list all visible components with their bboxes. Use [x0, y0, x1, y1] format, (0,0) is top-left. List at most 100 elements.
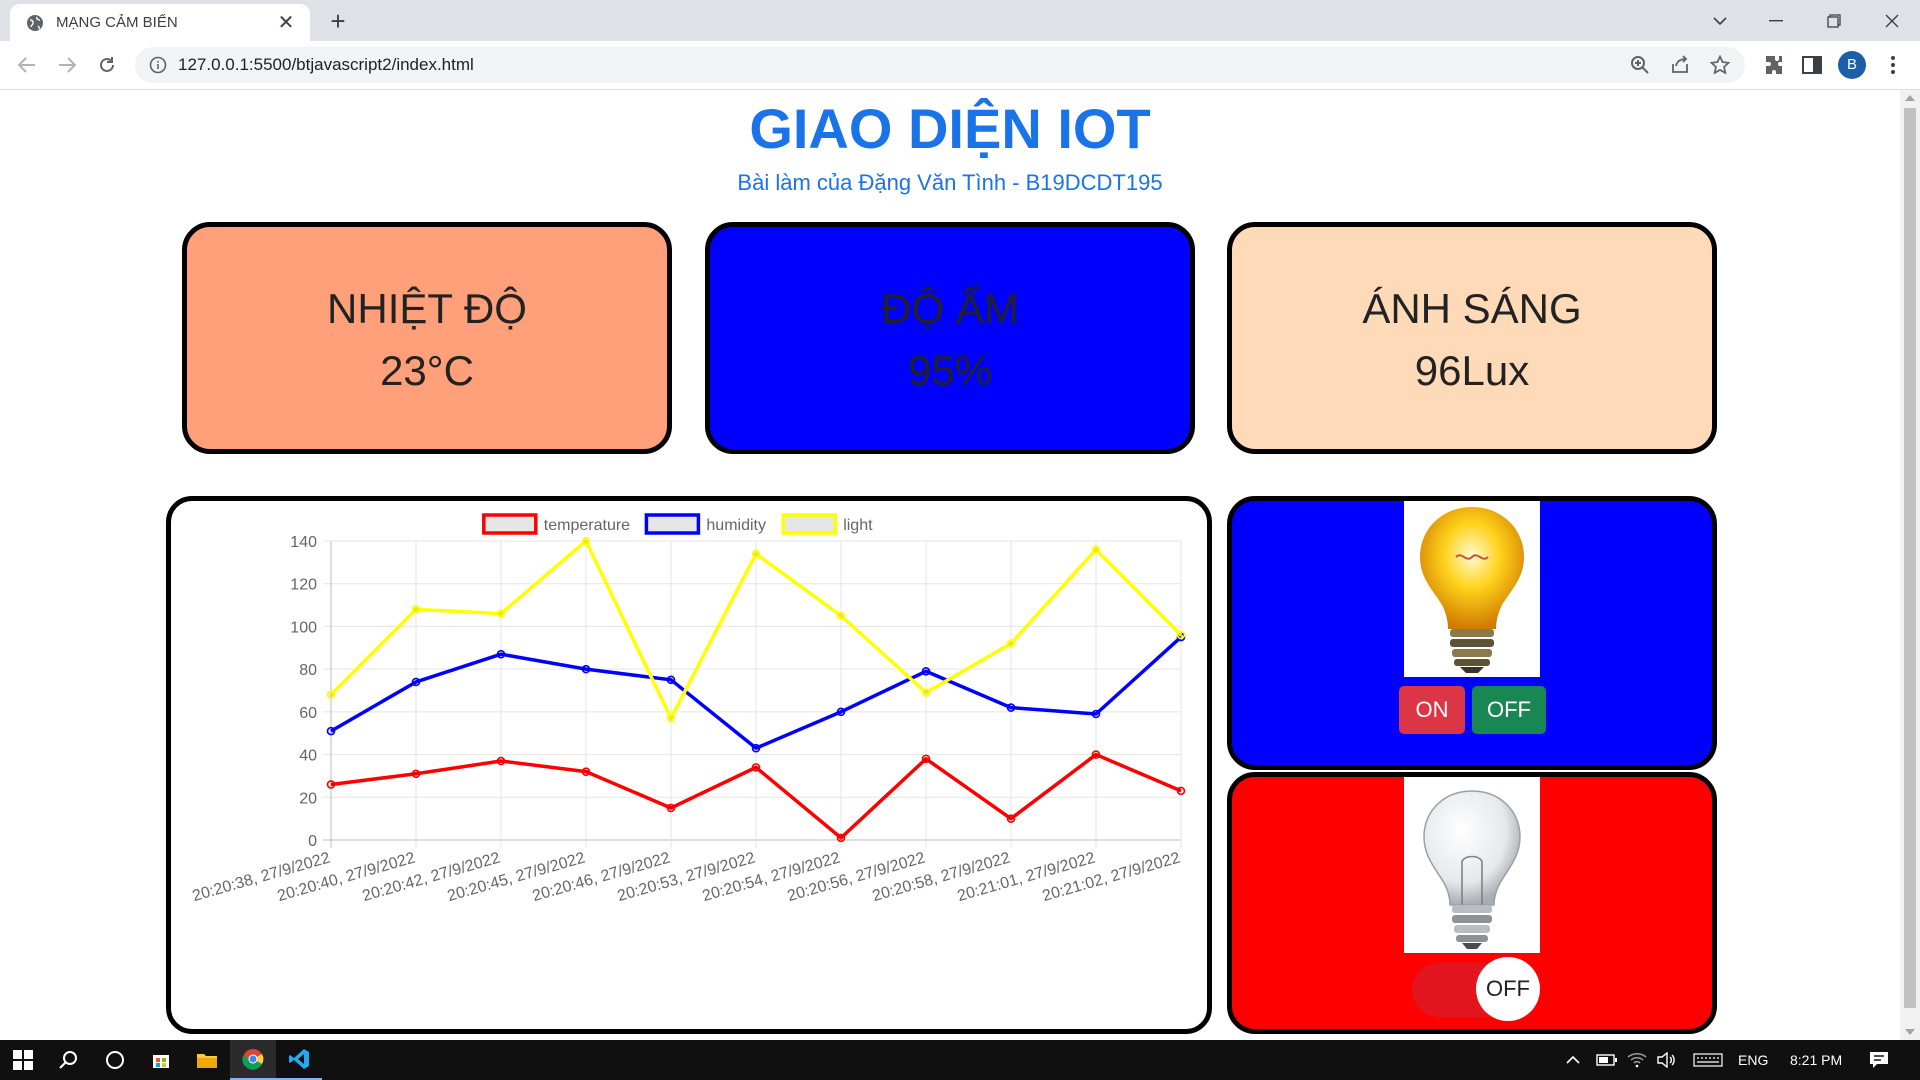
volume-icon[interactable] — [1654, 1040, 1680, 1080]
restore-button[interactable] — [1806, 0, 1862, 41]
close-tab-icon[interactable]: ✕ — [277, 12, 295, 34]
keyboard-icon[interactable] — [1688, 1040, 1728, 1080]
profile-avatar[interactable]: B — [1838, 51, 1866, 79]
y-tick-label: 60 — [299, 705, 317, 722]
globe-icon — [27, 14, 43, 31]
humidity-series-line — [330, 635, 1183, 750]
humidity-data-point — [1006, 703, 1016, 712]
task-view-icon[interactable] — [92, 1040, 138, 1080]
humidity-data-point — [496, 649, 506, 659]
language-indicator[interactable]: ENG — [1738, 1052, 1769, 1068]
chrome-taskbar-icon[interactable] — [230, 1040, 276, 1080]
new-tab-button[interactable]: + — [330, 6, 346, 36]
humidity-data-point — [836, 707, 846, 717]
light-label: ÁNH SÁNG — [1362, 285, 1582, 332]
lamp1-off-button[interactable]: OFF — [1472, 686, 1546, 734]
scroll-thumb[interactable] — [1904, 108, 1916, 1008]
humidity-legend-swatch — [644, 513, 701, 535]
share-icon[interactable] — [1670, 55, 1690, 75]
humidity-data-point — [666, 675, 676, 685]
tab-title: MẠNG CẢM BIẾN — [56, 14, 178, 31]
temperature-series-line — [330, 752, 1182, 840]
address-bar[interactable]: 127.0.0.1:5500/btjavascript2/index.html — [135, 47, 1745, 83]
temperature-data-point — [921, 754, 931, 764]
bookmark-star-icon[interactable] — [1710, 55, 1730, 75]
light-data-point — [326, 690, 336, 700]
light-data-point — [921, 688, 931, 697]
humidity-data-point — [581, 664, 591, 674]
light-series-line — [329, 539, 1183, 721]
temperature-legend-swatch — [482, 513, 538, 535]
temperature-label: NHIỆT ĐỘ — [327, 285, 527, 332]
back-button[interactable] — [13, 51, 41, 79]
store-icon[interactable] — [138, 1040, 184, 1080]
page-subtitle: Bài làm của Đặng Văn Tình - B19DCDT195 — [737, 170, 1163, 195]
lamp1-panel: ON OFF — [1227, 496, 1717, 770]
temperature-data-point — [411, 769, 421, 779]
light-legend-swatch — [781, 513, 837, 535]
temperature-data-point — [1006, 814, 1016, 823]
wifi-icon[interactable] — [1624, 1040, 1650, 1080]
light-data-point — [1176, 630, 1186, 640]
url-text: 127.0.0.1:5500/btjavascript2/index.html — [178, 55, 474, 74]
kebab-menu-icon[interactable] — [1881, 53, 1905, 77]
light-legend-label: light — [843, 517, 873, 534]
temperature-legend-label: temperature — [544, 517, 630, 534]
vscode-taskbar-icon[interactable] — [276, 1040, 322, 1080]
light-data-point — [581, 536, 591, 546]
zoom-icon[interactable] — [1630, 55, 1650, 75]
y-tick-label: 140 — [290, 534, 317, 551]
x-tick-label: 20:20:38, 27/9/2022 — [191, 849, 333, 905]
humidity-label: ĐỘ ẨM — [881, 285, 1019, 332]
lamp2-toggle-knob[interactable]: OFF — [1476, 957, 1540, 1021]
extensions-icon[interactable] — [1762, 53, 1786, 77]
search-icon[interactable] — [46, 1040, 92, 1080]
reload-button[interactable] — [93, 51, 121, 79]
windows-taskbar: ENG 8:21 PM — [0, 1040, 1920, 1080]
lamp2-bulb-frame — [1404, 777, 1540, 953]
temperature-data-point — [1091, 750, 1101, 759]
temperature-data-point — [1176, 786, 1186, 796]
y-tick-label: 20 — [299, 790, 317, 807]
humidity-data-point — [1091, 709, 1101, 719]
temperature-value: 23°C — [380, 347, 474, 394]
light-value: 96Lux — [1414, 347, 1530, 394]
lamp1-bulb-frame — [1404, 501, 1540, 677]
file-explorer-icon[interactable] — [184, 1040, 230, 1080]
page-scrollbar[interactable] — [1900, 90, 1920, 1040]
clock[interactable]: 8:21 PM — [1790, 1052, 1843, 1068]
light-data-point — [751, 549, 761, 559]
lamp1-on-button[interactable]: ON — [1399, 686, 1465, 734]
humidity-data-point — [411, 677, 421, 687]
light-data-point — [411, 605, 421, 614]
chart-panel: 0 20 40 60 80 100 120 140 20:20:38, 27/9/2022 20:… — [166, 496, 1212, 1034]
battery-icon[interactable] — [1594, 1040, 1620, 1080]
close-window-button[interactable] — [1864, 0, 1920, 41]
side-panel-icon[interactable] — [1800, 53, 1824, 77]
scroll-up-arrow[interactable] — [1905, 95, 1915, 101]
windows-start-icon[interactable] — [0, 1040, 46, 1080]
minimize-button[interactable] — [1748, 0, 1804, 41]
light-data-point — [666, 713, 676, 723]
tab-search-icon[interactable] — [1692, 0, 1748, 41]
scroll-down-arrow[interactable] — [1905, 1029, 1915, 1035]
light-card: ÁNH SÁNG 96Lux — [1227, 222, 1717, 454]
light-data-point — [496, 609, 506, 618]
humidity-data-point — [326, 726, 336, 736]
temperature-data-point — [326, 780, 336, 789]
y-tick-label: 120 — [290, 577, 317, 594]
info-icon[interactable] — [149, 56, 167, 74]
humidity-legend-label: humidity — [706, 517, 766, 534]
browser-tab[interactable]: MẠNG CẢM BIẾN ✕ — [10, 4, 310, 41]
humidity-data-point — [751, 743, 761, 753]
notifications-icon[interactable] — [1856, 1040, 1902, 1080]
tray-chevron-icon[interactable] — [1562, 1040, 1584, 1080]
temperature-data-point — [581, 767, 591, 776]
unlit-bulb-icon — [1423, 790, 1521, 949]
page-title: GIAO DIỆN IOT — [749, 97, 1151, 160]
temperature-data-point — [836, 833, 846, 843]
temperature-card: NHIỆT ĐỘ 23°C — [182, 222, 672, 454]
light-data-point — [1091, 545, 1101, 554]
forward-button[interactable] — [53, 51, 81, 79]
